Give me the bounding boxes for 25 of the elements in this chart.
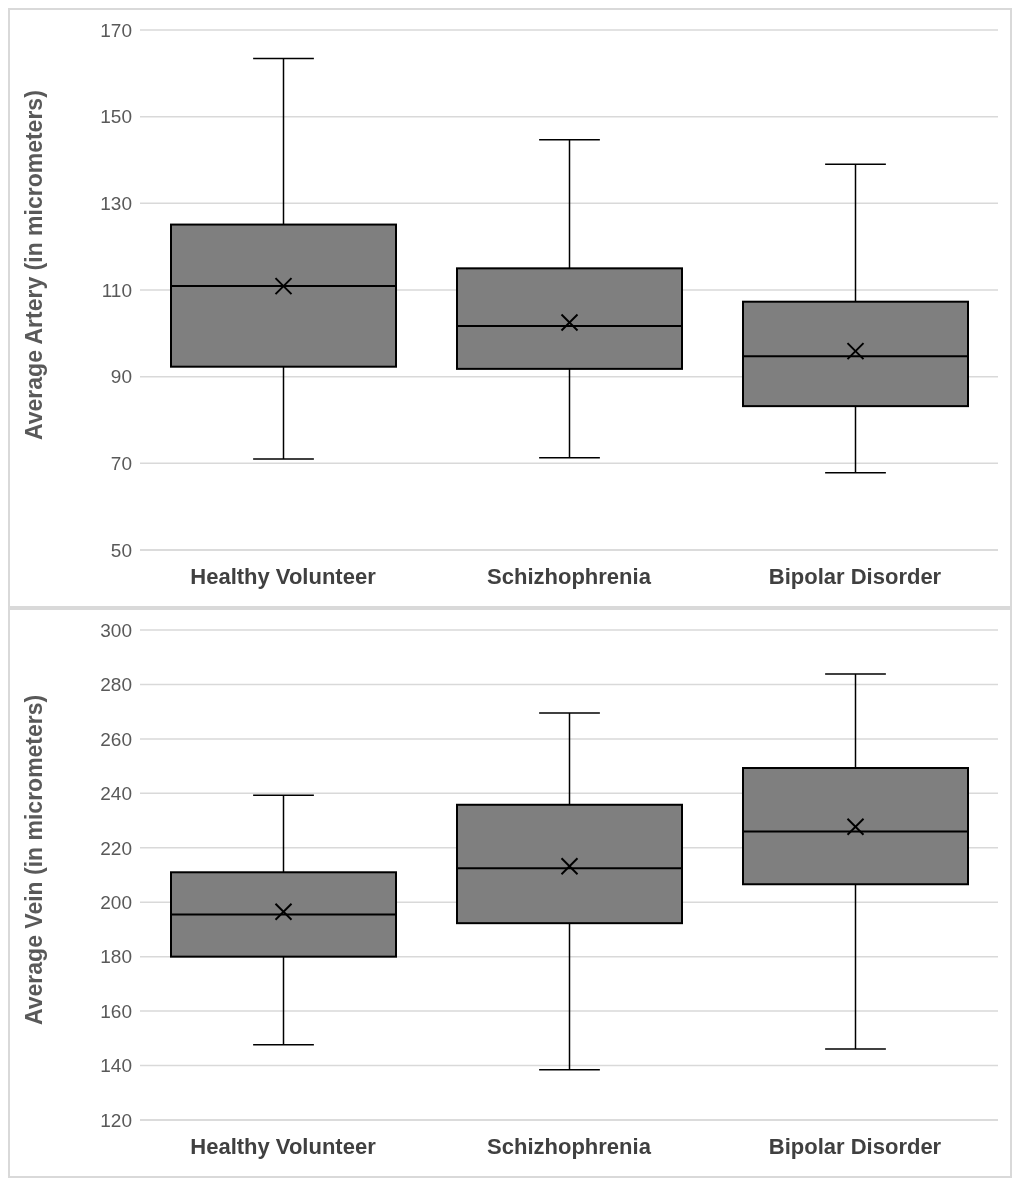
x-tick-label: Bipolar Disorder [768,563,942,589]
y-tick-label: 170 [100,19,132,41]
y-tick-label: 180 [100,946,132,968]
x-tick-label: Bipolar Disorder [768,1133,942,1159]
y-tick-label: 110 [101,279,132,301]
y-tick-label: 160 [100,1000,132,1022]
y-tick-label: 50 [110,539,132,561]
y-tick-label: 300 [100,619,132,641]
y-tick-label: 280 [100,674,132,696]
y-tick-label: 260 [100,728,132,750]
y-tick-label: 140 [100,1055,132,1077]
x-tick-label: Schizhophrenia [487,563,652,589]
y-axis-title: Average Artery (in micrometers) [21,90,48,440]
y-tick-label: 130 [100,193,132,215]
y-tick-label: 90 [110,366,132,388]
y-axis-title: Average Vein (in micrometers) [21,694,48,1025]
y-tick-label: 240 [100,783,132,805]
x-tick-label: Schizhophrenia [487,1133,652,1159]
y-tick-label: 220 [100,837,132,859]
y-tick-label: 150 [100,106,132,128]
y-tick-label: 120 [100,1109,132,1131]
y-tick-label: 200 [100,891,132,913]
x-tick-label: Healthy Volunteer [190,1133,377,1159]
x-tick-label: Healthy Volunteer [190,563,377,589]
y-tick-label: 70 [110,453,132,475]
